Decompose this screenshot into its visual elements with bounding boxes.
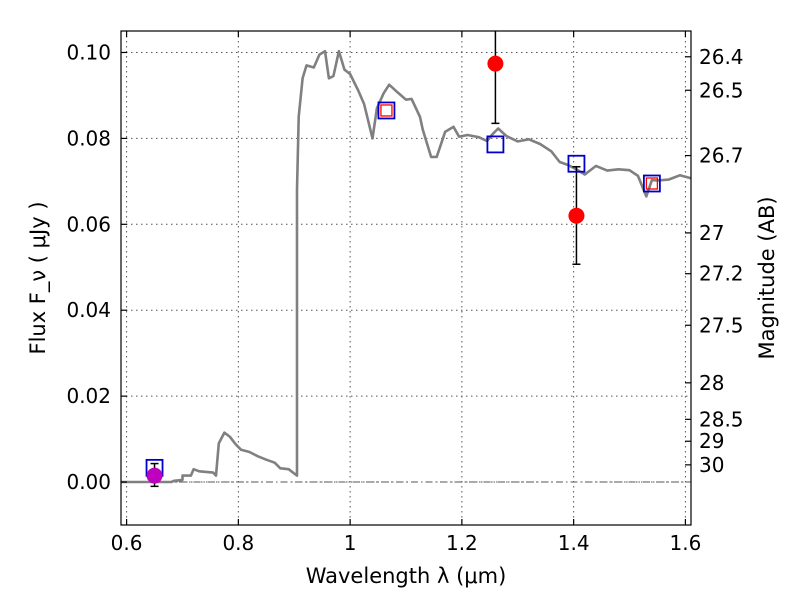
magnitude-tick-label: 26.4	[699, 45, 744, 69]
plot-area	[121, 31, 692, 488]
axis-ticks	[121, 31, 691, 525]
magnitude-tick-label: 26.5	[699, 78, 744, 102]
y-tick-label: 0.04	[66, 298, 111, 322]
model-band-marker	[380, 104, 393, 117]
plot-frame	[120, 30, 692, 526]
magnitude-tick-label: 27.2	[699, 262, 744, 286]
y-tick-label: 0.06	[66, 212, 111, 236]
model-photometry-marker	[377, 101, 396, 120]
tick-labels: 0.6 0.8 1 1.2 1.4 1.6 0.00 0.02 0.04 0.06 0.08 0.10…	[66, 40, 743, 555]
upper-limit-point	[146, 467, 163, 484]
magnitude-tick-label: 27.5	[699, 313, 744, 337]
observed-flux-point	[487, 55, 504, 72]
x-tick-label: 0.6	[111, 531, 143, 555]
y-axis-label: Flux F_ν ( μJy )	[26, 201, 51, 354]
magnitude-tick-label: 28	[699, 371, 724, 395]
grid-lines	[121, 31, 691, 525]
model-spectrum-line	[121, 49, 692, 484]
x-tick-label: 0.8	[222, 531, 254, 555]
y-tick-label: 0.00	[66, 470, 111, 494]
magnitude-tick-label: 27	[699, 221, 724, 245]
magnitude-tick-label: 29	[699, 429, 724, 453]
magnitude-tick-label: 26.7	[699, 144, 744, 168]
x-tick-label: 1.6	[670, 531, 702, 555]
model-photometry-marker	[567, 154, 586, 173]
y-tick-label: 0.08	[66, 126, 111, 150]
x-tick-label: 1.4	[558, 531, 590, 555]
model-band-marker	[645, 177, 659, 190]
magnitude-tick-label: 30	[699, 453, 724, 477]
right-axis-label: Magnitude (AB)	[755, 196, 779, 359]
x-tick-label: 1	[344, 531, 357, 555]
y-tick-label: 0.10	[66, 40, 111, 64]
x-tick-label: 1.2	[446, 531, 478, 555]
observed-flux-point	[568, 207, 585, 224]
magnitude-tick-label: 28.5	[699, 407, 744, 431]
x-axis-label: Wavelength λ (μm)	[306, 564, 507, 588]
model-photometry-marker	[642, 174, 661, 193]
model-photometry-marker	[486, 135, 505, 154]
y-tick-label: 0.02	[66, 384, 111, 408]
